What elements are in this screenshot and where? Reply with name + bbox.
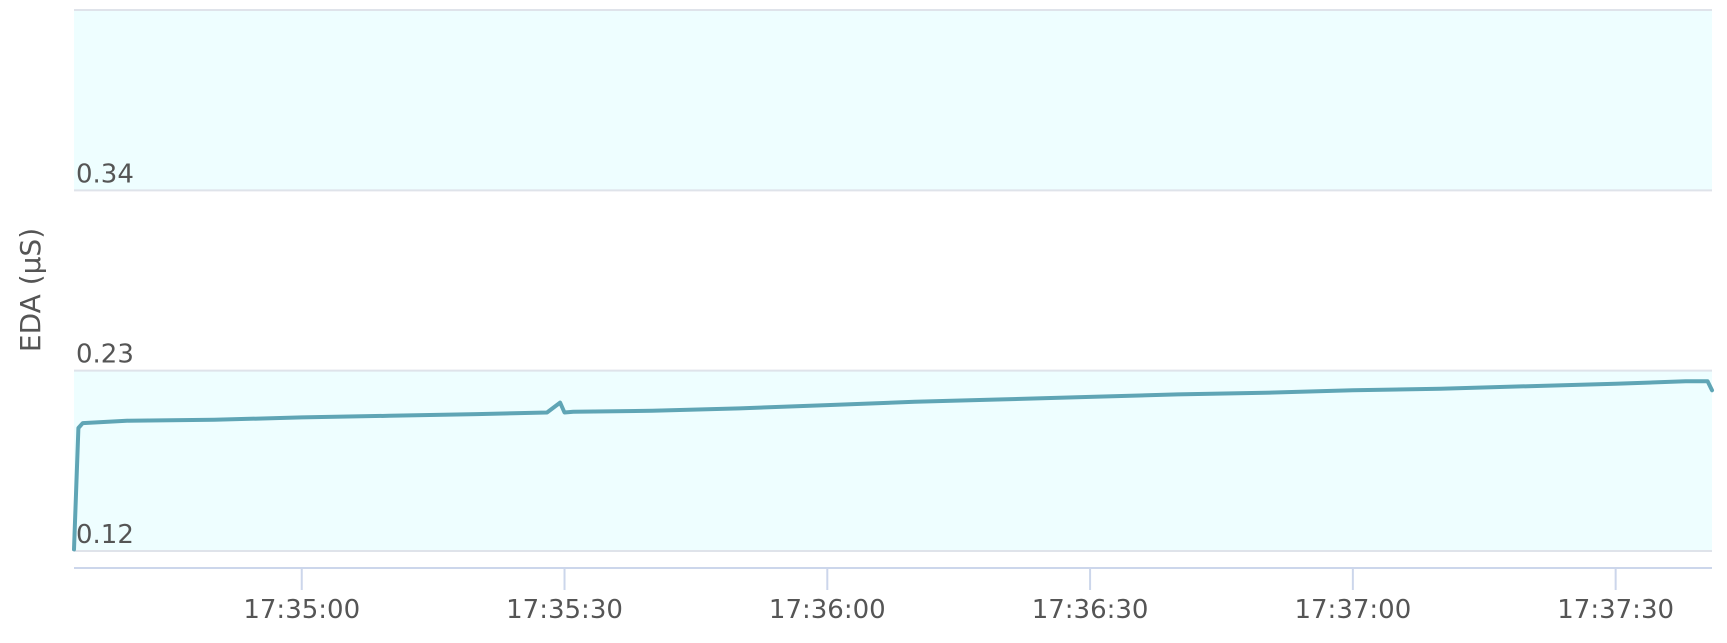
gridlines: [74, 9, 1712, 552]
y-tick-labels: 0.12 0.23 0.34: [76, 159, 134, 550]
plot-band-1: [74, 10, 1712, 191]
plot-band-0: [74, 370, 1712, 551]
y-axis-label: EDA (µS): [14, 228, 47, 352]
x-axis: 17:35:00 17:35:30 17:36:00 17:36:30 17:37:00…: [74, 567, 1712, 625]
y-tick-label-2: 0.34: [76, 159, 134, 189]
y-tick-label-1: 0.23: [76, 340, 134, 370]
x-tick-label-4: 17:37:00: [1294, 595, 1411, 625]
x-tick-label-1: 17:35:30: [506, 595, 623, 625]
x-tick-label-0: 17:35:00: [243, 595, 360, 625]
series-line-0: [72, 379, 1714, 552]
x-tick-label-5: 17:37:30: [1557, 595, 1674, 625]
x-tick-label-2: 17:36:00: [769, 595, 886, 625]
plot-bands: [74, 10, 1712, 551]
x-tick-label-3: 17:36:30: [1032, 595, 1149, 625]
series-group: [72, 379, 1714, 552]
y-tick-label-0: 0.12: [76, 520, 134, 550]
